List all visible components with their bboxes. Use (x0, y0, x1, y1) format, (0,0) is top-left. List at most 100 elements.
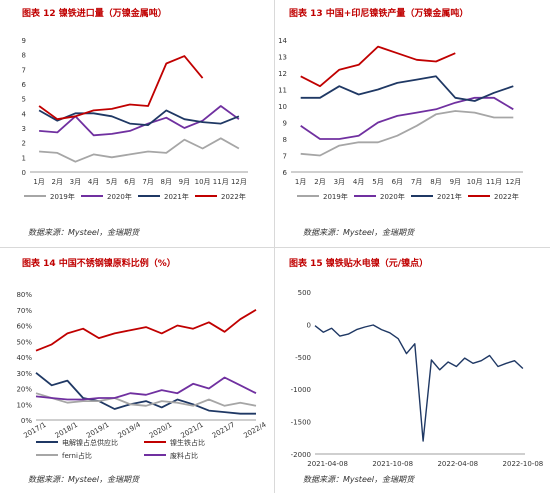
series-line-2022年 (38, 55, 204, 121)
x-tick-label: 3月 (70, 178, 81, 186)
legend-label: ferni占比 (62, 451, 92, 460)
y-tick-label: 9 (22, 37, 26, 45)
x-tick-label: 11月 (486, 178, 502, 186)
y-tick-label: 8 (22, 52, 26, 60)
legend-label: 2022年 (221, 192, 246, 201)
legend-label: 2019年 (50, 192, 75, 201)
chart-source: 数据来源：Mysteel，金瑞期货 (303, 475, 415, 484)
legend-label: 2020年 (380, 192, 405, 201)
y-tick-label: 10% (16, 401, 32, 409)
x-tick-label: 6月 (392, 178, 403, 186)
chart-panel-nickel-iron-output: 图表 13 中国+印尼镍铁产量（万镍金属吨） 6 7 8 9 10 11 12 13 14 1月 2… (275, 0, 550, 247)
x-tick-label: 5月 (372, 178, 383, 186)
x-tick-label: 5月 (106, 178, 117, 186)
x-tick-label: 3月 (334, 178, 345, 186)
series-line-2020年 (300, 96, 514, 140)
series-line-镍生铁占比 (35, 309, 257, 352)
chart-source: 数据来源：Mysteel，金瑞期货 (28, 475, 140, 484)
y-tick-label: 70% (16, 307, 32, 315)
chart-nickel-iron-discount: -2000 -1500 -1000 -500 0 500 2021-04-08 2021-10… (291, 289, 544, 468)
y-tick-label: -1500 (291, 419, 311, 427)
y-tick-label: 7 (22, 66, 26, 74)
x-tick-label: 6月 (124, 178, 135, 186)
y-tick-label: 12 (278, 70, 287, 78)
y-tick-label: 20% (16, 386, 32, 394)
legend-label: 2022年 (494, 192, 519, 201)
x-tick-label: 2月 (314, 178, 325, 186)
legend-label: 2019年 (323, 192, 348, 201)
legend-label: 电解镍占总供应比 (62, 438, 118, 447)
series-line-2020年 (39, 105, 240, 137)
y-tick-label: 0 (307, 321, 311, 329)
series-line-value (314, 324, 524, 442)
chart-panel-nickel-iron-imports: 图表 12 镍铁进口量（万镍金属吨） 0 1 2 3 4 5 6 7 8 9 1月 2月 3月 4月 5月 6… (0, 0, 274, 247)
x-tick-label: 2018/1 (54, 421, 79, 440)
x-tick-label: 7月 (142, 178, 153, 186)
x-tick-label: 2021-04-08 (307, 460, 348, 468)
series-line-ferni占比 (35, 392, 257, 407)
panel-divider-vertical (274, 0, 275, 493)
x-tick-label: 2月 (52, 178, 63, 186)
series-line-废料占比 (35, 376, 257, 401)
series-line-2021年 (300, 75, 514, 102)
x-tick-label: 4月 (353, 178, 364, 186)
legend-label: 2021年 (164, 192, 189, 201)
x-tick-label: 1月 (295, 178, 306, 186)
y-tick-label: 80% (16, 291, 32, 299)
x-tick-label: 10月 (467, 178, 483, 186)
series-line-2019年 (39, 137, 240, 163)
y-tick-label: 9 (283, 120, 287, 128)
chart-nickel-iron-imports: 0 1 2 3 4 5 6 7 8 9 1月 2月 3月 4月 5月 6月 7月 8月 9月 10月 11月 12月 201… (22, 37, 248, 201)
legend-label: 镍生铁占比 (170, 438, 205, 447)
legend-label: 2021年 (437, 192, 462, 201)
x-tick-label: 12月 (505, 178, 521, 186)
series-line-2022年 (300, 45, 456, 88)
x-tick-label: 2021-10-08 (372, 460, 413, 468)
y-tick-label: 3 (22, 125, 26, 133)
y-tick-label: 10 (278, 103, 287, 111)
x-tick-label: 9月 (179, 178, 190, 186)
chart-stainless-nickel-ratio: 0%10%20%30%40%50%60%70%80%2017/1 2018/1 20… (16, 291, 268, 460)
x-tick-label: 1月 (33, 178, 44, 186)
y-tick-label: 40% (16, 354, 32, 362)
y-tick-label: -500 (295, 354, 311, 362)
y-tick-label: 6 (22, 81, 27, 89)
x-tick-label: 12月 (231, 178, 247, 186)
y-tick-label: 11 (278, 87, 287, 95)
chart-source: 数据来源：Mysteel，金瑞期货 (303, 228, 415, 237)
series-line-2019年 (300, 110, 514, 157)
y-tick-label: 6 (283, 169, 288, 177)
y-tick-label: 0% (21, 417, 32, 425)
y-tick-label: 30% (16, 370, 32, 378)
y-tick-label: -2000 (291, 451, 311, 459)
x-tick-label: 2022/4 (242, 420, 268, 440)
y-tick-label: 14 (278, 37, 287, 45)
y-tick-label: 0 (22, 169, 26, 177)
x-tick-label: 4月 (88, 178, 99, 186)
x-tick-label: 11月 (213, 178, 229, 186)
chart-panel-nickel-iron-discount: 图表 15 镍铁贴水电镍（元/镍点） -2000 -1500 -1000 -500 0 5… (275, 248, 550, 493)
y-tick-label: 60% (16, 323, 32, 331)
chart-title: 图表 14 中国不锈钢镍原料比例（%） (22, 259, 176, 269)
x-tick-label: 2022-04-08 (437, 460, 478, 468)
chart-source: 数据来源：Mysteel，金瑞期货 (28, 228, 140, 237)
chart-title: 图表 12 镍铁进口量（万镍金属吨） (22, 9, 167, 19)
y-tick-label: 500 (298, 289, 311, 297)
y-tick-label: -1000 (291, 386, 311, 394)
x-tick-label: 2020/1 (148, 421, 173, 440)
series-line-2021年 (38, 109, 240, 126)
x-tick-label: 2021/1 (179, 421, 204, 440)
y-tick-label: 1 (22, 154, 26, 162)
x-tick-label: 2019/1 (85, 421, 110, 440)
x-tick-label: 7月 (411, 178, 422, 186)
x-tick-label: 2022-10-08 (503, 460, 544, 468)
x-tick-label: 8月 (430, 178, 441, 186)
x-tick-label: 10月 (195, 178, 211, 186)
x-tick-label: 2021/7 (211, 421, 236, 440)
chart-title: 图表 15 镍铁贴水电镍（元/镍点） (289, 259, 429, 269)
legend-label: 废料占比 (170, 451, 198, 460)
chart-nickel-iron-output: 6 7 8 9 10 11 12 13 14 1月 2月 3月 4月 5月 6月 7月 8月 9月 10月 11月 12… (278, 37, 523, 201)
y-tick-label: 4 (22, 110, 27, 118)
y-tick-label: 7 (283, 153, 287, 161)
chart-title: 图表 13 中国+印尼镍铁产量（万镍金属吨） (289, 9, 469, 19)
